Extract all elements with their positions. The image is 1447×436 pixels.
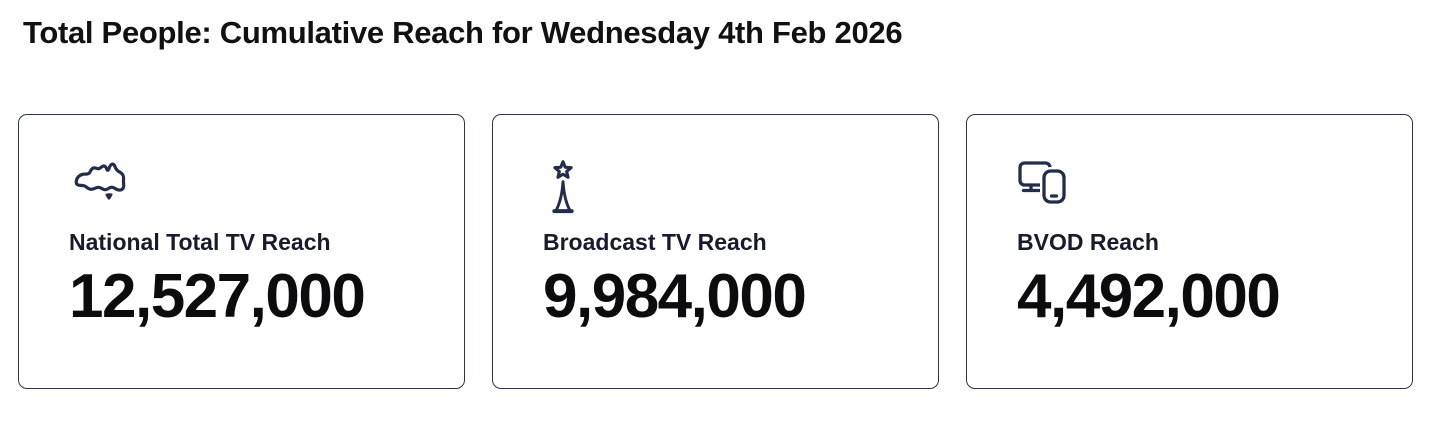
metric-card-broadcast-tv-reach: Broadcast TV Reach 9,984,000 [492,114,939,390]
broadcast-tower-icon [543,159,908,217]
metric-value: 12,527,000 [69,262,366,332]
metric-value: 4,492,000 [1017,262,1281,332]
page-title: Total People: Cumulative Reach for Wedne… [23,15,903,50]
metric-label: National Total TV Reach [69,229,331,256]
metric-value: 9,984,000 [543,262,807,332]
australia-map-icon [69,159,434,217]
metric-cards-row: National Total TV Reach 12,527,000 Broad… [18,114,1413,390]
metric-card-national-total-tv-reach: National Total TV Reach 12,527,000 [18,114,465,390]
metric-label: Broadcast TV Reach [543,229,767,256]
metric-label: BVOD Reach [1017,229,1159,256]
metric-card-bvod-reach: BVOD Reach 4,492,000 [966,114,1413,390]
devices-icon [1017,159,1382,217]
